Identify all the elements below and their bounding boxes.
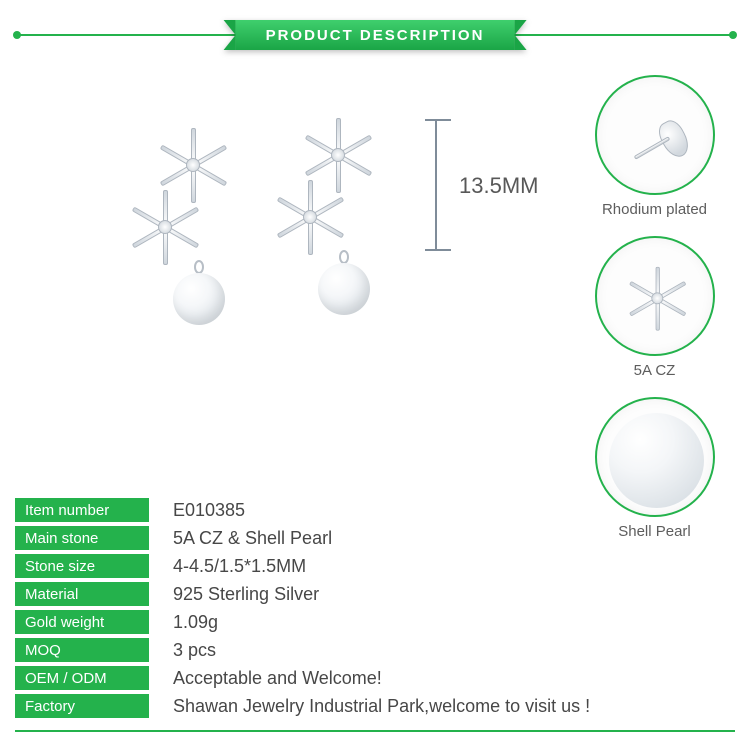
pearl <box>318 263 370 315</box>
spec-row: OEM / ODMAcceptable and Welcome! <box>15 666 735 690</box>
pearl-icon <box>609 413 704 508</box>
banner-fold-left <box>224 20 236 50</box>
spec-table: Item numberE010385Main stone5A CZ & Shel… <box>15 498 735 722</box>
detail-label: 5A CZ <box>595 362 715 379</box>
earring-right <box>265 110 415 370</box>
spec-key: Gold weight <box>15 610 149 634</box>
detail-column: Rhodium plated5A CZShell Pearl <box>577 75 732 540</box>
spec-row: Gold weight1.09g <box>15 610 735 634</box>
spec-key: MOQ <box>15 638 149 662</box>
spec-key: Factory <box>15 694 149 718</box>
detail-label: Rhodium plated <box>595 201 715 218</box>
spec-key: Stone size <box>15 554 149 578</box>
spec-value: 4-4.5/1.5*1.5MM <box>149 556 735 577</box>
spec-key: Item number <box>15 498 149 522</box>
pearl-ring <box>339 250 349 264</box>
spec-value: 5A CZ & Shell Pearl <box>149 528 735 549</box>
spec-row: FactoryShawan Jewelry Industrial Park,we… <box>15 694 735 718</box>
spec-row: Main stone5A CZ & Shell Pearl <box>15 526 735 550</box>
spec-value: Acceptable and Welcome! <box>149 668 735 689</box>
product-image-area: 13.5MM <box>30 90 540 470</box>
spec-value: 3 pcs <box>149 640 735 661</box>
dimension-label: 13.5MM <box>459 173 538 199</box>
pearl-ring <box>194 260 204 274</box>
dimension-line <box>435 120 437 250</box>
spec-row: MOQ3 pcs <box>15 638 735 662</box>
spec-row: Material925 Sterling Silver <box>15 582 735 606</box>
spec-key: Material <box>15 582 149 606</box>
detail-circle <box>595 236 715 356</box>
spec-row: Stone size4-4.5/1.5*1.5MM <box>15 554 735 578</box>
snowflake-icon <box>619 260 696 337</box>
snowflake-icon <box>120 182 210 272</box>
spec-value: 1.09g <box>149 612 735 633</box>
detail-circle <box>595 75 715 195</box>
detail-item: 5A CZ <box>595 236 715 379</box>
pearl <box>173 273 225 325</box>
spec-row: Item numberE010385 <box>15 498 735 522</box>
spec-key: Main stone <box>15 526 149 550</box>
detail-item: Rhodium plated <box>595 75 715 218</box>
divider-line-bottom <box>15 730 735 732</box>
snowflake-icon <box>265 172 355 262</box>
earring-left <box>120 120 270 380</box>
banner-title: PRODUCT DESCRIPTION <box>236 20 515 50</box>
banner-fold-right <box>514 20 526 50</box>
earring-back-icon <box>622 102 692 172</box>
spec-key: OEM / ODM <box>15 666 149 690</box>
banner: PRODUCT DESCRIPTION <box>224 20 527 50</box>
spec-value: E010385 <box>149 500 735 521</box>
spec-value: Shawan Jewelry Industrial Park,welcome t… <box>149 696 735 717</box>
spec-value: 925 Sterling Silver <box>149 584 735 605</box>
